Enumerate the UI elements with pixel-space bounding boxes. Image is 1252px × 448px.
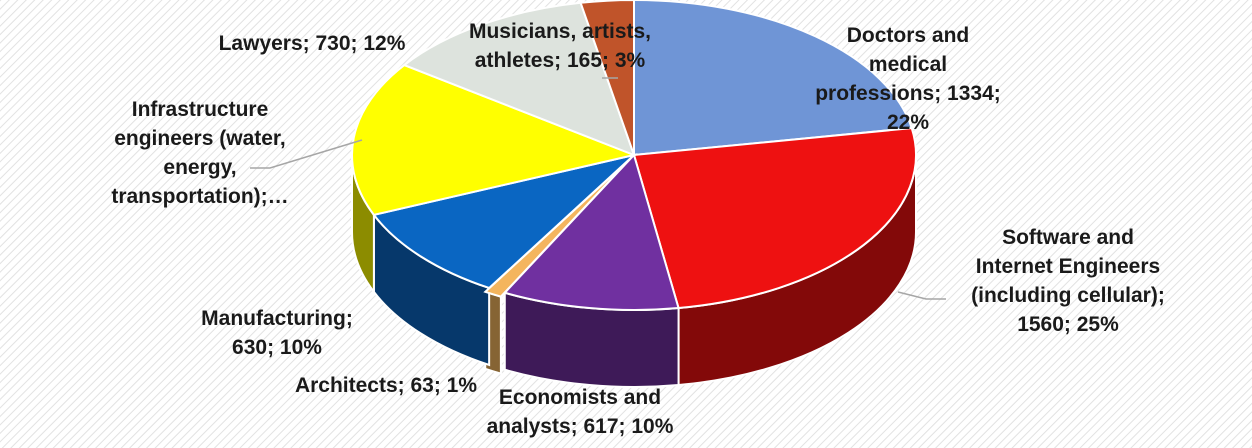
pie-slice <box>483 158 631 298</box>
data-label: Doctors and medical professions; 1334; 22% <box>815 24 1001 134</box>
data-label-line: athletes; 165; 3% <box>475 49 646 72</box>
data-label-line: Infrastructure <box>132 98 269 121</box>
data-label-line: professions; 1334; <box>815 82 1001 105</box>
pie-slice <box>502 153 680 311</box>
data-label: Architects; 63; 1% <box>295 374 477 397</box>
data-label-line: Lawyers; 730; 12% <box>219 32 406 55</box>
data-label-line: medical <box>869 53 947 76</box>
data-label-line: analysts; 617; 10% <box>487 415 674 438</box>
pie-slice <box>372 153 638 290</box>
data-label: Musicians, artists, athletes; 165; 3% <box>469 20 651 72</box>
data-label-line: energy, <box>163 156 236 179</box>
data-label-line: 22% <box>887 111 929 134</box>
data-label: Infrastructure engineers (water, energy, tr… <box>111 98 288 208</box>
data-label-line: 1560; 25% <box>1017 313 1119 336</box>
data-label-line: Doctors and <box>847 24 970 47</box>
data-label-line: Architects; 63; 1% <box>295 374 477 397</box>
data-label-line: transportation);… <box>111 185 288 208</box>
data-label: Economists and analysts; 617; 10% <box>487 386 674 438</box>
data-label-line: Economists and <box>499 386 661 409</box>
data-label: Lawyers; 730; 12% <box>219 32 406 55</box>
data-label-line: engineers (water, <box>114 127 286 150</box>
data-label-line: Manufacturing; <box>201 307 353 330</box>
data-label-line: Internet Engineers <box>976 255 1160 278</box>
leader-line <box>250 139 363 169</box>
pie-slice <box>351 63 638 217</box>
data-label-line: Musicians, artists, <box>469 20 651 43</box>
data-label: Manufacturing; 630; 10% <box>201 307 353 359</box>
pie-slice <box>632 127 917 310</box>
pie-slice <box>402 1 636 157</box>
data-label-line: 630; 10% <box>232 336 322 359</box>
data-label-line: (including cellular); <box>971 284 1165 307</box>
data-label-line: Software and <box>1002 226 1134 249</box>
pie-slice <box>633 0 914 157</box>
leader-line <box>897 291 946 300</box>
data-label: Software and Internet Engineers (including… <box>971 226 1165 336</box>
